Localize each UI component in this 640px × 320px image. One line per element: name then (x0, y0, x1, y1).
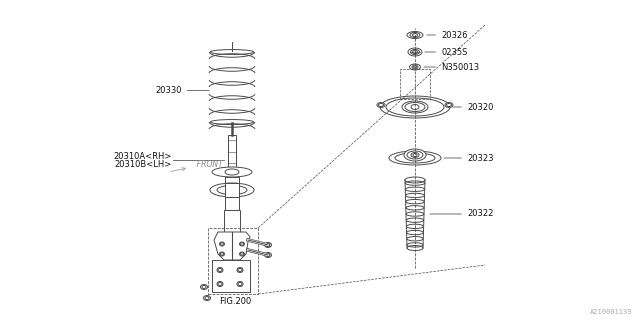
Ellipse shape (389, 151, 441, 165)
Ellipse shape (408, 48, 422, 56)
Text: 20320: 20320 (452, 102, 493, 111)
Text: 20322: 20322 (430, 210, 493, 219)
Text: 20310B<LH>: 20310B<LH> (115, 159, 172, 169)
Ellipse shape (220, 252, 225, 256)
Bar (208, 228, 258, 294)
Ellipse shape (212, 167, 252, 177)
Ellipse shape (217, 268, 223, 273)
Ellipse shape (445, 102, 453, 108)
Text: 20310A<RH>: 20310A<RH> (114, 151, 172, 161)
Ellipse shape (380, 96, 450, 118)
Ellipse shape (210, 183, 254, 197)
Ellipse shape (217, 282, 223, 286)
Bar (225, 183, 239, 197)
Ellipse shape (405, 177, 425, 183)
Bar (400, 69, 430, 99)
Ellipse shape (237, 282, 243, 286)
Text: 20330: 20330 (155, 86, 209, 95)
Text: FRONT: FRONT (171, 159, 223, 172)
Ellipse shape (239, 252, 244, 256)
Ellipse shape (264, 243, 271, 247)
Bar (228, 135, 236, 168)
Ellipse shape (220, 242, 225, 246)
Text: N350013: N350013 (424, 62, 479, 71)
Ellipse shape (264, 252, 271, 258)
Bar (225, 177, 239, 210)
Text: 20326: 20326 (427, 30, 467, 39)
Ellipse shape (377, 102, 385, 108)
Ellipse shape (407, 31, 423, 38)
Text: A210001139: A210001139 (589, 309, 632, 315)
Ellipse shape (237, 268, 243, 273)
Polygon shape (214, 232, 250, 260)
Text: 0235S: 0235S (425, 47, 467, 57)
Ellipse shape (200, 284, 207, 290)
Bar (212, 260, 250, 292)
Ellipse shape (410, 64, 420, 70)
Text: 20323: 20323 (444, 154, 493, 163)
Ellipse shape (404, 149, 426, 161)
Ellipse shape (239, 242, 244, 246)
Text: FIG.200: FIG.200 (219, 298, 251, 307)
Ellipse shape (204, 295, 211, 300)
Bar (224, 210, 240, 232)
Ellipse shape (402, 101, 428, 113)
